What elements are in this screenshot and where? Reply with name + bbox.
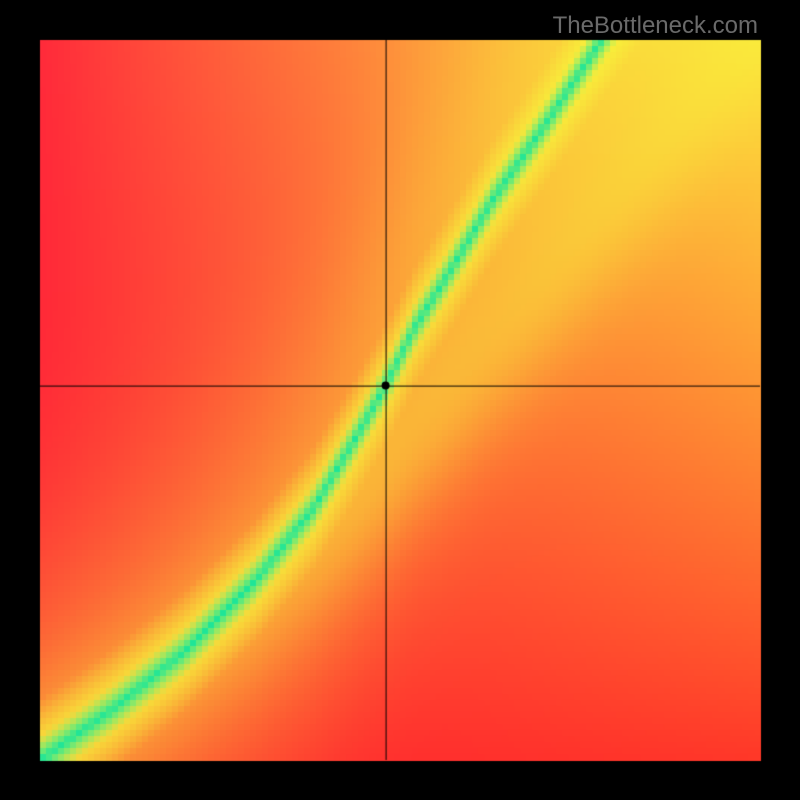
watermark-text: TheBottleneck.com [553,12,758,40]
bottleneck-heatmap [0,0,800,800]
chart-container: { "chart": { "type": "heatmap", "total_s… [0,0,800,800]
